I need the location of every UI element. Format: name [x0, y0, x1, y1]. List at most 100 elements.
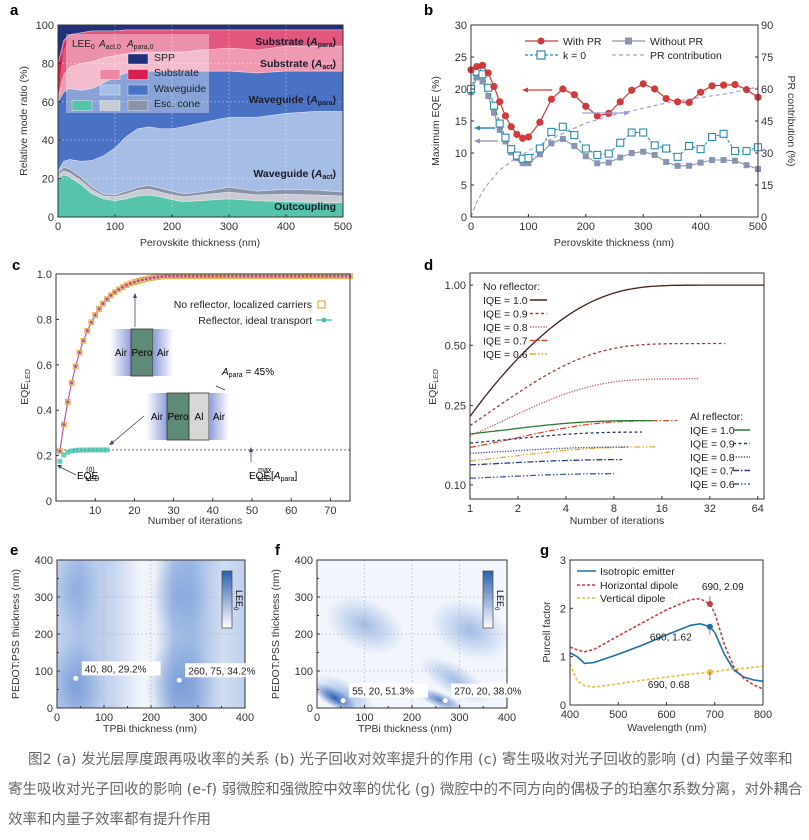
panel-label-e: e	[10, 542, 18, 559]
legend-item: IQE = 0.6	[690, 479, 735, 491]
no-reflector-inner-point	[250, 274, 254, 278]
without-pr-point	[536, 151, 543, 158]
no-reflector-iqe-07-line	[469, 419, 678, 449]
with-pr-point	[507, 123, 515, 131]
x-tick-label: 0	[54, 712, 60, 724]
y-axis-label: PEDOT:PSS thickness (nm)	[10, 569, 22, 699]
without-pr-point	[686, 162, 693, 169]
x-tick-label: 30	[167, 505, 179, 517]
vertical-dipole-line	[569, 663, 764, 688]
y-tick-label: 400	[35, 555, 53, 567]
no-reflector-inner-point	[340, 274, 344, 278]
no-reflector-inner-point	[277, 274, 281, 278]
no-reflector-inner-point	[313, 274, 317, 278]
x-tick-label: 100	[106, 221, 124, 233]
y-tick-label: 0.8	[37, 314, 52, 326]
with-pr-point	[513, 130, 521, 139]
without-pr-point	[594, 160, 601, 167]
no-reflector-inner-point	[254, 274, 258, 278]
x-tick-label: 0	[468, 221, 474, 233]
no-reflector-inner-point	[66, 400, 70, 404]
no-reflector-inner-point	[191, 274, 195, 278]
x-tick-label: 500	[749, 221, 767, 233]
without-pr-point	[697, 159, 704, 166]
x-tick-label: 200	[403, 712, 421, 724]
legend-swatch	[127, 100, 149, 111]
legend-item: IQE = 0.6	[483, 349, 528, 361]
x-tick-label: 400	[277, 221, 295, 233]
inset2-layer-pero: Pero	[167, 412, 189, 423]
y2-tick-label: 30	[761, 148, 773, 160]
al-reflector-iqe-06-line	[469, 472, 614, 479]
no-reflector-inner-point	[101, 302, 105, 306]
no-reflector-inner-point	[305, 274, 309, 278]
without-pr-point	[732, 157, 739, 164]
k0-point	[593, 150, 602, 159]
legend-item-isotropic: Isotropic emitter	[600, 566, 675, 578]
k0-point	[570, 131, 579, 140]
y-tick-label: 30	[455, 20, 467, 32]
with-pr-point	[478, 61, 487, 69]
legend-item: IQE = 0.8	[690, 452, 735, 464]
heatmap-field	[57, 560, 245, 708]
k0-point	[547, 127, 556, 136]
no-reflector-inner-point	[293, 274, 297, 278]
y-tick-label: 0.10	[445, 480, 466, 492]
annotation-point	[706, 600, 713, 607]
y-axis-label: Maximum EQE (%)	[430, 76, 442, 166]
with-pr-point	[685, 98, 693, 107]
with-pr-point	[662, 95, 670, 103]
without-pr-point	[605, 159, 612, 166]
x-tick-label: 400	[236, 712, 254, 724]
without-pr-point	[519, 160, 526, 167]
no-reflector-inner-point	[230, 274, 234, 278]
legend-item-spp: SPP	[154, 52, 175, 64]
x-tick-label: 32	[704, 503, 716, 515]
panel-a-chart: a 0 100 200 300 400 500 0 20 40 60 80 100 Perovskit…	[10, 2, 352, 249]
with-pr-point	[484, 69, 492, 77]
without-pr-point	[628, 150, 635, 156]
series-pr-contribution-line	[470, 86, 759, 218]
x-axis-label: Number of iterations	[148, 515, 243, 527]
no-reflector-inner-point	[344, 274, 348, 278]
x-axis-label: TPBi thickness (nm)	[358, 723, 452, 735]
x-tick-label: 8	[611, 503, 617, 515]
y-tick-label: 0.4	[37, 405, 52, 417]
no-reflector-inner-point	[105, 297, 109, 301]
y-tick-label: 200	[35, 629, 53, 641]
panel-c-chart: c Air Pero Air Air Pero Al Air Apara = 4…	[12, 257, 353, 527]
no-reflector-inner-point	[187, 274, 191, 278]
reflector-point	[69, 448, 75, 454]
y-tick-label: 300	[35, 592, 53, 604]
legend-item: IQE = 0.8	[483, 322, 528, 334]
al-reflector-iqe-10-line	[469, 419, 653, 435]
no-reflector-inner-point	[246, 274, 250, 278]
legend-item: IQE = 1.0	[690, 425, 735, 437]
optimum-point	[442, 698, 448, 704]
annotation-label: 690, 0.68	[648, 680, 690, 691]
with-pr-point	[651, 85, 659, 93]
legend-item-reflector: Reflector, ideal transport	[198, 315, 312, 327]
k0-point	[730, 147, 740, 156]
k0-point	[558, 122, 567, 131]
x-tick-label: 0	[55, 221, 61, 233]
legend-item-pr-contribution: PR contribution	[650, 50, 722, 62]
no-reflector-inner-point	[336, 274, 340, 278]
y-tick-label: 3	[560, 555, 566, 567]
y-axis-label: EQELED	[19, 369, 32, 405]
inset2-layer-air-right: Air	[213, 412, 226, 423]
reflector-point	[84, 447, 90, 453]
no-reflector-inner-point	[234, 274, 238, 278]
no-reflector-inner-point	[223, 274, 227, 278]
inset1-layer-pero: Pero	[131, 348, 153, 359]
without-pr-point	[548, 140, 555, 147]
without-pr-point	[490, 109, 497, 116]
legend-item-vertical: Vertical dipole	[600, 593, 666, 605]
panel-f-heatmap: f 0 100 200 300 400 0 100 200 300 400 LEE0 55, 20…	[270, 542, 530, 735]
reflector-point	[65, 449, 71, 455]
no-reflector-inner-point	[164, 274, 168, 278]
annotation-label: 690, 2.09	[702, 582, 744, 593]
x-axis-label: Perovskite thickness (nm)	[140, 237, 260, 249]
no-reflector-inner-point	[109, 293, 113, 297]
x-axis-label: TPBi thickness (nm)	[103, 723, 197, 735]
